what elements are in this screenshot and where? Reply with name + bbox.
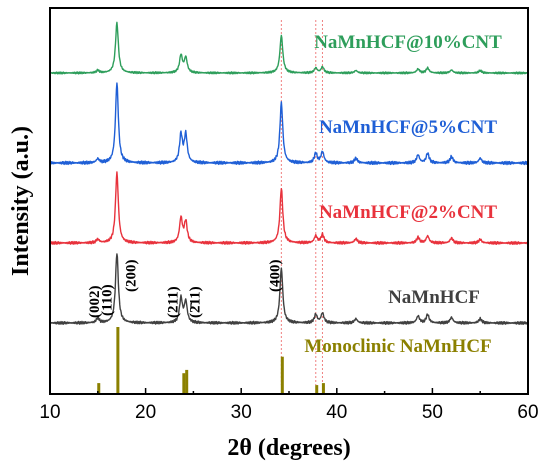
peak-labels: (002)(110) (200) (211) (2̄11) (400) bbox=[87, 260, 284, 319]
series-label-2: NaMnHCF@2%CNT bbox=[319, 202, 497, 223]
series-label-0: NaMnHCF@10%CNT bbox=[314, 32, 502, 53]
reference-stick bbox=[321, 383, 325, 393]
peak-label: (200) bbox=[123, 260, 139, 293]
peak-label: (2̄11) bbox=[187, 286, 203, 318]
reference-stick bbox=[97, 383, 101, 393]
x-tick-label: 10 bbox=[39, 402, 60, 423]
peak-label: (002) bbox=[87, 286, 103, 319]
x-axis-title: 2θ (degrees) bbox=[227, 435, 350, 461]
reference-stick bbox=[116, 327, 120, 393]
reference-stick bbox=[185, 369, 189, 393]
reference-stick bbox=[182, 373, 186, 393]
reference-sticks: Monoclinic NaMnHCF bbox=[97, 327, 492, 393]
x-tick-label: 60 bbox=[517, 402, 538, 423]
series-labels: NaMnHCF@10%CNT NaMnHCF@5%CNT NaMnHCF@2%CNT… bbox=[314, 32, 502, 308]
reference-label: Monoclinic NaMnHCF bbox=[304, 336, 491, 357]
x-tick-label: 40 bbox=[326, 402, 347, 423]
peak-label: (110) bbox=[99, 284, 115, 316]
peak-label: (211) bbox=[165, 286, 181, 318]
peak-label: (400) bbox=[268, 260, 284, 293]
series-label-3: NaMnHCF bbox=[388, 287, 480, 308]
reference-stick bbox=[280, 356, 284, 393]
series-trace-1 bbox=[49, 82, 529, 166]
series-trace-0 bbox=[49, 21, 529, 75]
y-axis-title: Intensity (a.u.) bbox=[8, 126, 34, 276]
xrd-traces bbox=[49, 21, 529, 326]
reference-stick bbox=[315, 385, 319, 393]
x-tick-label: 30 bbox=[231, 402, 252, 423]
series-trace-2 bbox=[49, 171, 529, 245]
x-axis-ticks: 10 20 30 40 50 60 bbox=[39, 388, 539, 423]
series-trace-3 bbox=[49, 253, 529, 326]
series-label-1: NaMnHCF@5%CNT bbox=[319, 117, 497, 138]
x-tick-label: 50 bbox=[422, 402, 443, 423]
x-tick-label: 20 bbox=[135, 402, 156, 423]
peak-guide-lines bbox=[280, 20, 323, 385]
